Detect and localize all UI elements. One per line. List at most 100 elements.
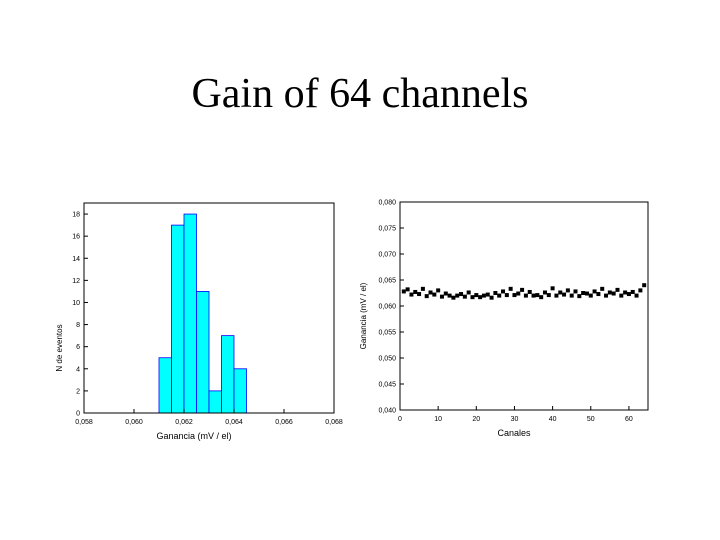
scatter-x-tick-label: 60 <box>625 416 633 423</box>
histogram-bar-1 <box>171 224 185 414</box>
histogram-bar-4 <box>208 390 222 414</box>
scatter-point-60 <box>630 289 635 294</box>
scatter-x-tick-label: 20 <box>472 416 480 423</box>
scatter-x-tick-label: 50 <box>587 416 595 423</box>
scatter-point-48 <box>584 291 589 296</box>
scatter-point-1 <box>405 287 410 292</box>
scatter-point-39 <box>550 286 555 291</box>
histogram-y-tick-label: 6 <box>76 344 80 351</box>
scatter-point-33 <box>527 289 532 294</box>
scatter-point-21 <box>481 293 486 298</box>
scatter-point-15 <box>459 292 464 297</box>
histogram-bar-0 <box>158 357 172 414</box>
scatter-point-19 <box>474 293 479 298</box>
scatter-point-38 <box>546 293 551 298</box>
scatter-point-63 <box>642 283 647 288</box>
scatter-point-56 <box>615 287 620 292</box>
scatter-point-23 <box>489 295 494 300</box>
scatter-point-37 <box>542 290 547 295</box>
scatter-point-29 <box>512 293 517 298</box>
histogram-y-tick-label: 2 <box>76 388 80 395</box>
scatter-point-4 <box>417 292 422 297</box>
scatter-point-59 <box>626 292 631 297</box>
histogram-y-tick-label: 18 <box>72 212 80 219</box>
histogram-y-tick-label: 8 <box>76 322 80 329</box>
scatter-point-40 <box>554 293 559 298</box>
scatter-point-41 <box>558 290 563 295</box>
scatter-point-0 <box>401 289 406 294</box>
scatter-point-50 <box>592 289 597 294</box>
histogram-y-tick-label: 14 <box>72 256 80 263</box>
scatter-y-tick-label: 0,075 <box>378 226 396 233</box>
scatter-point-28 <box>508 286 513 291</box>
scatter-point-46 <box>577 294 582 299</box>
scatter-y-tick-label: 0,045 <box>378 382 396 389</box>
scatter-point-3 <box>413 289 418 294</box>
scatter-point-45 <box>573 289 578 294</box>
scatter-point-6 <box>424 294 429 299</box>
histogram-y-tick-label: 0 <box>76 411 80 418</box>
scatter-point-61 <box>634 293 639 298</box>
histogram-y-tick-label: 16 <box>72 234 80 241</box>
scatter-point-20 <box>478 295 483 300</box>
scatter-point-51 <box>596 292 601 297</box>
scatter-y-tick-label: 0,040 <box>378 408 396 415</box>
histogram-x-tick-label: 0,058 <box>75 419 93 426</box>
scatter-x-tick-label: 0 <box>398 416 402 423</box>
scatter-point-55 <box>611 291 616 296</box>
histogram-bar-5 <box>221 335 235 414</box>
histogram-bar-6 <box>233 368 247 414</box>
scatter-point-42 <box>562 292 567 297</box>
scatter-point-7 <box>428 290 433 295</box>
histogram-x-axis-label: Ganancia (mV / el) <box>156 431 231 441</box>
scatter-point-5 <box>420 286 425 291</box>
scatter-point-34 <box>531 293 536 298</box>
scatter-y-axis-label: Ganancia (mV / el) <box>359 282 368 349</box>
scatter-point-17 <box>466 290 471 295</box>
scatter-point-47 <box>581 291 586 295</box>
scatter-point-14 <box>455 293 460 298</box>
scatter-point-8 <box>432 292 437 297</box>
scatter-point-10 <box>439 294 444 299</box>
scatter-point-9 <box>436 288 441 293</box>
scatter-plot-frame <box>399 201 649 411</box>
scatter-point-44 <box>569 293 574 298</box>
scatter-point-52 <box>600 286 605 291</box>
scatter-point-57 <box>619 293 624 298</box>
scatter-y-tick-label: 0,065 <box>378 278 396 285</box>
scatter-x-tick-label: 40 <box>549 416 557 423</box>
scatter-y-tick-label: 0,070 <box>378 252 396 259</box>
scatter-point-53 <box>604 293 609 298</box>
scatter-y-tick-label: 0,050 <box>378 356 396 363</box>
scatter-point-12 <box>447 293 452 298</box>
scatter-point-49 <box>588 293 593 298</box>
scatter-point-18 <box>470 295 475 300</box>
scatter-point-22 <box>485 292 490 297</box>
histogram-x-tick-label: 0,068 <box>325 419 343 426</box>
scatter-point-36 <box>539 295 544 300</box>
scatter-point-54 <box>607 290 612 295</box>
scatter-x-axis-label: Canales <box>497 428 531 438</box>
histogram-bar-3 <box>196 291 210 414</box>
histogram-x-tick-label: 0,060 <box>125 419 143 426</box>
histogram-bar-2 <box>183 213 197 414</box>
scatter-y-tick-label: 0,060 <box>378 304 396 311</box>
histogram-y-tick-label: 10 <box>72 300 80 307</box>
histogram-plot-frame <box>83 202 335 414</box>
scatter-point-27 <box>504 293 509 298</box>
scatter-point-62 <box>638 288 643 293</box>
scatter-x-tick-label: 10 <box>434 416 442 423</box>
scatter-y-tick-label: 0,055 <box>378 330 396 337</box>
scatter-point-32 <box>523 293 528 298</box>
scatter-point-26 <box>501 289 506 294</box>
histogram-y-tick-label: 4 <box>76 366 80 373</box>
scatter-point-2 <box>409 292 414 297</box>
histogram-x-tick-label: 0,064 <box>225 419 243 426</box>
slide-title: Gain of 64 channels <box>191 71 529 117</box>
scatter-point-35 <box>535 293 540 298</box>
scatter-y-tick-label: 0,080 <box>378 200 396 207</box>
histogram-y-axis-label: N de eventos <box>55 324 64 371</box>
scatter-point-43 <box>565 288 570 293</box>
scatter-point-58 <box>623 290 628 295</box>
scatter-point-16 <box>462 294 467 299</box>
